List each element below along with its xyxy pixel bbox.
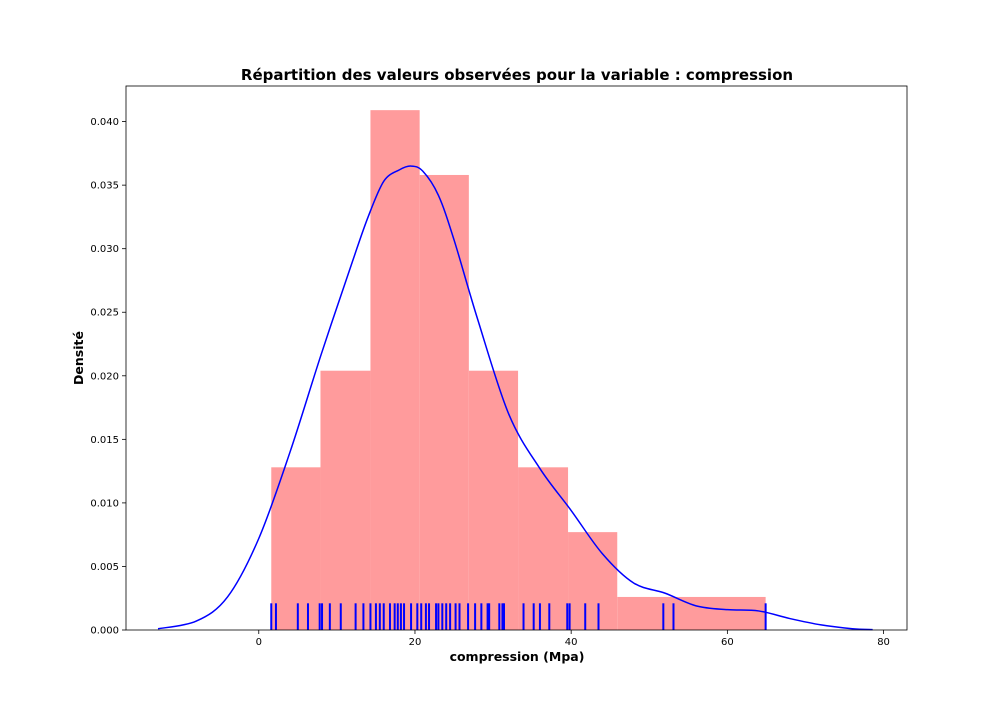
histogram-bar-6 bbox=[518, 467, 569, 630]
y-tick-label: 0.020 bbox=[90, 371, 119, 382]
x-tick-label: 60 bbox=[721, 637, 734, 648]
y-tick-label: 0.035 bbox=[90, 181, 119, 192]
y-tick-label: 0.030 bbox=[90, 244, 119, 255]
x-axis-ticks: 0 20 40 60 80 bbox=[256, 630, 890, 648]
y-tick-label: 0.005 bbox=[90, 562, 119, 573]
histogram-bar-2 bbox=[320, 370, 371, 630]
histogram-bar-3 bbox=[370, 110, 420, 630]
x-tick-label: 0 bbox=[256, 637, 262, 648]
x-tick-label: 40 bbox=[565, 637, 578, 648]
histogram-bar-1 bbox=[271, 467, 321, 630]
y-axis-ticks: 0.000 0.005 0.010 0.015 0.020 0.025 0.030 0.035… bbox=[90, 117, 126, 637]
density-curve bbox=[157, 165, 873, 631]
histogram-bars bbox=[271, 110, 766, 630]
plot-frame bbox=[125, 85, 908, 631]
x-tick-label: 20 bbox=[409, 637, 422, 648]
histogram-bar-5 bbox=[468, 370, 519, 630]
x-tick-label: 80 bbox=[877, 637, 890, 648]
y-axis-label: Densité bbox=[71, 331, 86, 385]
rug-marks bbox=[270, 603, 767, 630]
y-tick-label: 0.000 bbox=[90, 626, 119, 637]
histogram-bar-8 bbox=[617, 596, 766, 630]
y-tick-label: 0.010 bbox=[90, 498, 119, 509]
chart-title: Répartition des valeurs observées pour l… bbox=[241, 66, 793, 84]
y-tick-label: 0.015 bbox=[90, 435, 119, 446]
x-axis-label: compression (Mpa) bbox=[450, 649, 585, 664]
y-tick-label: 0.025 bbox=[90, 308, 119, 319]
histogram-bar-4 bbox=[419, 174, 469, 630]
histogram-bar-7 bbox=[568, 532, 618, 630]
y-tick-label: 0.040 bbox=[90, 117, 119, 128]
